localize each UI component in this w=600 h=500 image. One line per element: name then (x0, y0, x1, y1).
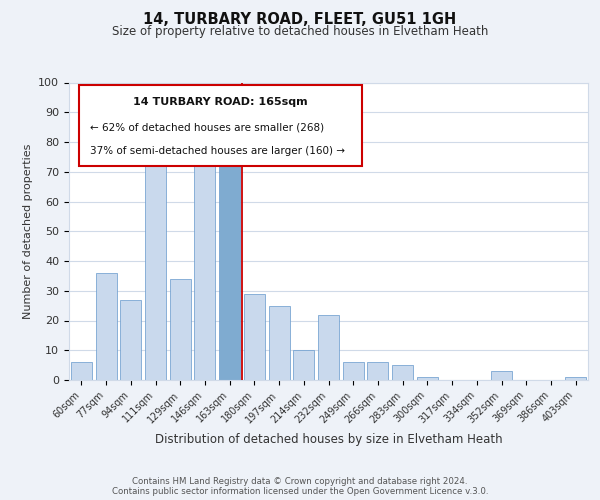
Bar (491, 371, 512, 380)
Bar (120, 300, 141, 380)
Bar (244, 294, 265, 380)
FancyBboxPatch shape (79, 86, 362, 166)
Bar (145, 142, 166, 380)
Bar (318, 314, 339, 380)
Bar (293, 350, 314, 380)
Text: Contains public sector information licensed under the Open Government Licence v.: Contains public sector information licen… (112, 487, 488, 496)
Bar (219, 160, 240, 380)
Bar (269, 306, 290, 380)
Bar (170, 279, 191, 380)
Bar (417, 377, 438, 380)
Bar (343, 362, 364, 380)
Bar (71, 362, 92, 380)
Bar (367, 362, 388, 380)
X-axis label: Distribution of detached houses by size in Elvetham Heath: Distribution of detached houses by size … (155, 433, 502, 446)
Text: 14, TURBARY ROAD, FLEET, GU51 1GH: 14, TURBARY ROAD, FLEET, GU51 1GH (143, 12, 457, 28)
Bar (95, 273, 116, 380)
Bar (392, 365, 413, 380)
Bar (565, 377, 586, 380)
Text: ← 62% of detached houses are smaller (268): ← 62% of detached houses are smaller (26… (90, 122, 324, 132)
Y-axis label: Number of detached properties: Number of detached properties (23, 144, 33, 319)
Text: Contains HM Land Registry data © Crown copyright and database right 2024.: Contains HM Land Registry data © Crown c… (132, 477, 468, 486)
Text: 14 TURBARY ROAD: 165sqm: 14 TURBARY ROAD: 165sqm (133, 98, 308, 108)
Text: 37% of semi-detached houses are larger (160) →: 37% of semi-detached houses are larger (… (90, 146, 345, 156)
Text: Size of property relative to detached houses in Elvetham Heath: Size of property relative to detached ho… (112, 25, 488, 38)
Bar (194, 148, 215, 380)
